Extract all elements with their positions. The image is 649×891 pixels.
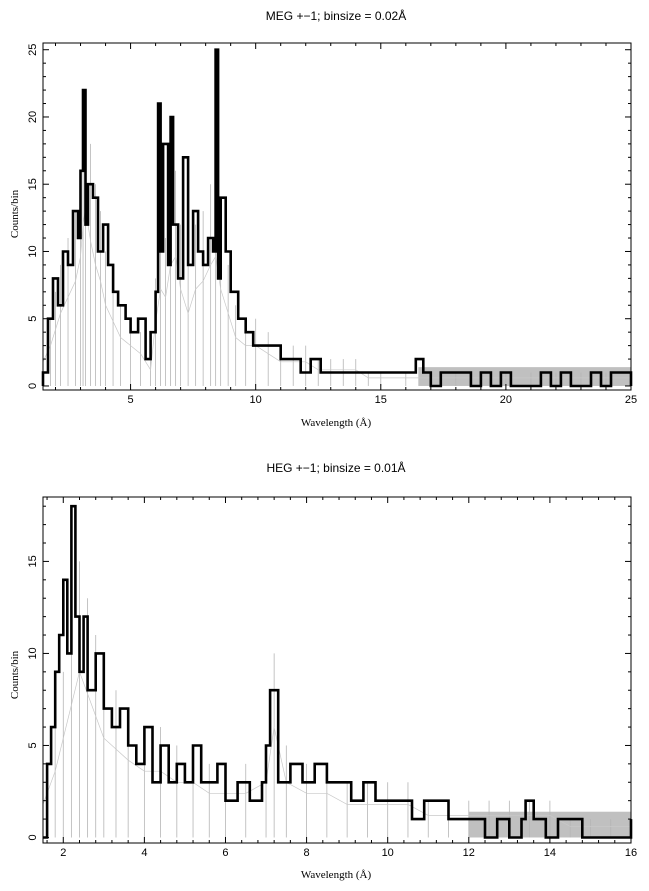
meg-band-rect	[418, 367, 631, 386]
meg-x-tick-label: 25	[625, 394, 637, 406]
meg-background-band	[418, 367, 631, 386]
meg-error-envelope	[42, 208, 631, 379]
meg-y-tick-label: 10	[27, 245, 39, 257]
meg-axes: 5 10 15 20 25 0 5 10 15 20 25	[27, 42, 637, 406]
meg-y-tick-label: 15	[27, 178, 39, 190]
meg-plot-frame	[42, 42, 632, 391]
heg-chart: HEG +−1; binsize = 0.01Å Wavelength (Å) …	[9, 460, 637, 881]
meg-chart: MEG +−1; binsize = 0.02Å Wavelength (Å) …	[9, 8, 637, 429]
meg-y-tick-label: 0	[27, 383, 39, 389]
heg-y-tick-label: 15	[27, 555, 39, 567]
meg-x-tick-label: 5	[128, 394, 134, 406]
meg-x-tick-label: 10	[250, 394, 262, 406]
heg-x-tick-label: 10	[382, 847, 394, 859]
heg-x-tick-label: 14	[544, 847, 556, 859]
meg-y-tick-label: 20	[27, 111, 39, 123]
heg-x-tick-label: 6	[222, 847, 228, 859]
heg-x-tick-label: 4	[141, 847, 147, 859]
meg-counts-series	[41, 48, 633, 388]
heg-x-tick-label: 12	[463, 847, 475, 859]
heg-error-envelope	[42, 670, 631, 827]
heg-y-tick-label: 10	[27, 647, 39, 659]
meg-x-tick-label: 20	[500, 394, 512, 406]
heg-y-tick-label: 5	[27, 742, 39, 748]
heg-x-axis-label: Wavelength (Å)	[301, 869, 372, 881]
meg-counts-line	[41, 48, 633, 388]
heg-y-axis-label: Counts/bin	[9, 650, 21, 699]
meg-x-axis-label: Wavelength (Å)	[301, 417, 372, 429]
meg-y-axis-label: Counts/bin	[9, 189, 21, 238]
heg-axes: 2 4 6 8 10 12 14 16 0 5 10 15	[27, 496, 637, 859]
meg-chart-title: MEG +−1; binsize = 0.02Å	[266, 8, 406, 23]
heg-plot-frame	[42, 496, 632, 844]
heg-y-tick-label: 0	[27, 834, 39, 840]
heg-x-tick-label: 16	[625, 847, 637, 859]
heg-counts-series	[43, 504, 633, 839]
meg-error-series	[42, 90, 632, 386]
heg-counts-line	[43, 504, 633, 839]
heg-x-tick-label: 2	[60, 847, 66, 859]
meg-y-tick-label: 5	[27, 316, 39, 322]
meg-x-tick-label: 15	[375, 394, 387, 406]
heg-chart-title: HEG +−1; binsize = 0.01Å	[266, 460, 405, 475]
meg-y-tick-label: 25	[27, 44, 39, 56]
heg-error-series	[42, 561, 632, 838]
heg-x-tick-label: 8	[304, 847, 310, 859]
